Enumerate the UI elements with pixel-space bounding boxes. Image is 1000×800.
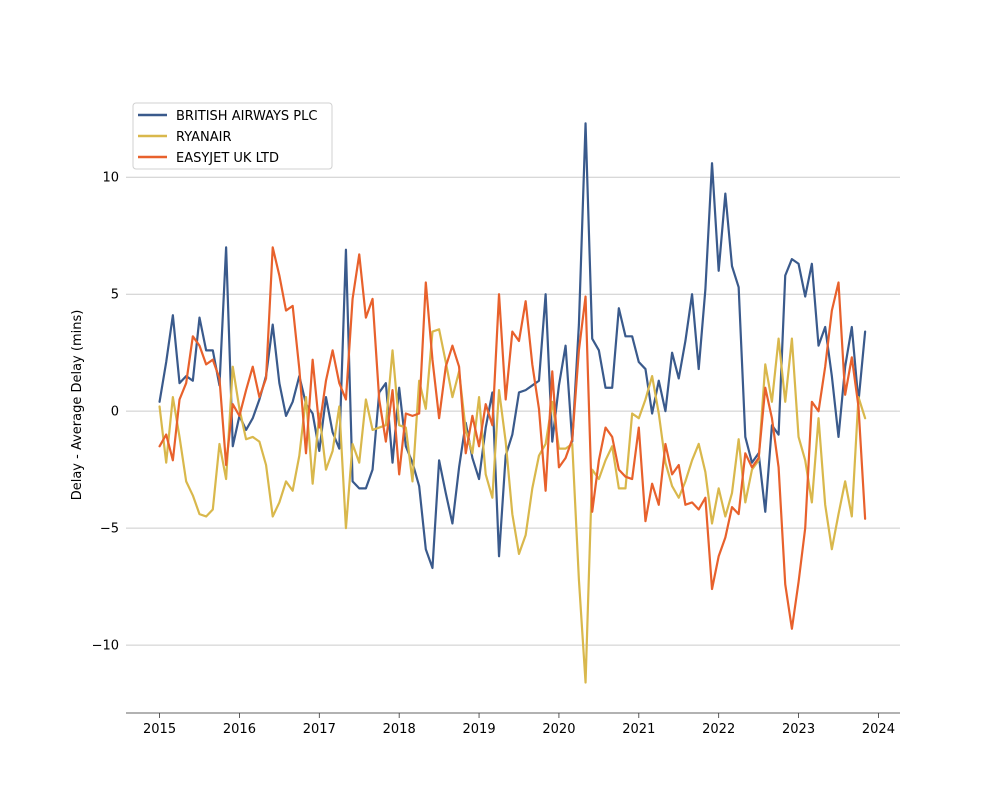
y-tick-label: 0	[111, 405, 119, 420]
legend-label: RYANAIR	[176, 130, 232, 145]
x-tick-label: 2016	[223, 722, 256, 737]
legend-box	[132, 102, 333, 170]
x-tick-label: 2021	[622, 722, 655, 737]
x-tick-label: 2024	[862, 722, 895, 737]
series-line-1	[158, 328, 867, 684]
y-tick-label: 10	[102, 171, 119, 186]
legend-label: BRITISH AIRWAYS PLC	[176, 109, 317, 124]
x-tick-label: 2015	[143, 722, 176, 737]
axes: −10 −5 0 5 10 2015 2016 2017 2018 2019 2020 2021 202…	[92, 171, 900, 737]
x-tick-label: 2022	[702, 722, 735, 737]
legend-label: EASYJET UK LTD	[176, 151, 279, 166]
y-axis-label: Delay - Average Delay (mins)	[70, 310, 85, 501]
x-tick-label: 2023	[782, 722, 815, 737]
x-tick-label: 2018	[383, 722, 416, 737]
series-line-2	[158, 246, 867, 630]
series-line-0	[158, 122, 867, 570]
x-tick-label: 2020	[542, 722, 575, 737]
x-tick-label: 2019	[463, 722, 496, 737]
x-tick-label: 2017	[303, 722, 336, 737]
series-lines	[158, 122, 867, 684]
y-tick-label: −5	[100, 522, 119, 537]
y-tick-label: −10	[92, 639, 119, 654]
y-tick-label: 5	[111, 288, 119, 303]
legend: BRITISH AIRWAYS PLC RYANAIR EASYJET UK LTD	[132, 102, 333, 170]
